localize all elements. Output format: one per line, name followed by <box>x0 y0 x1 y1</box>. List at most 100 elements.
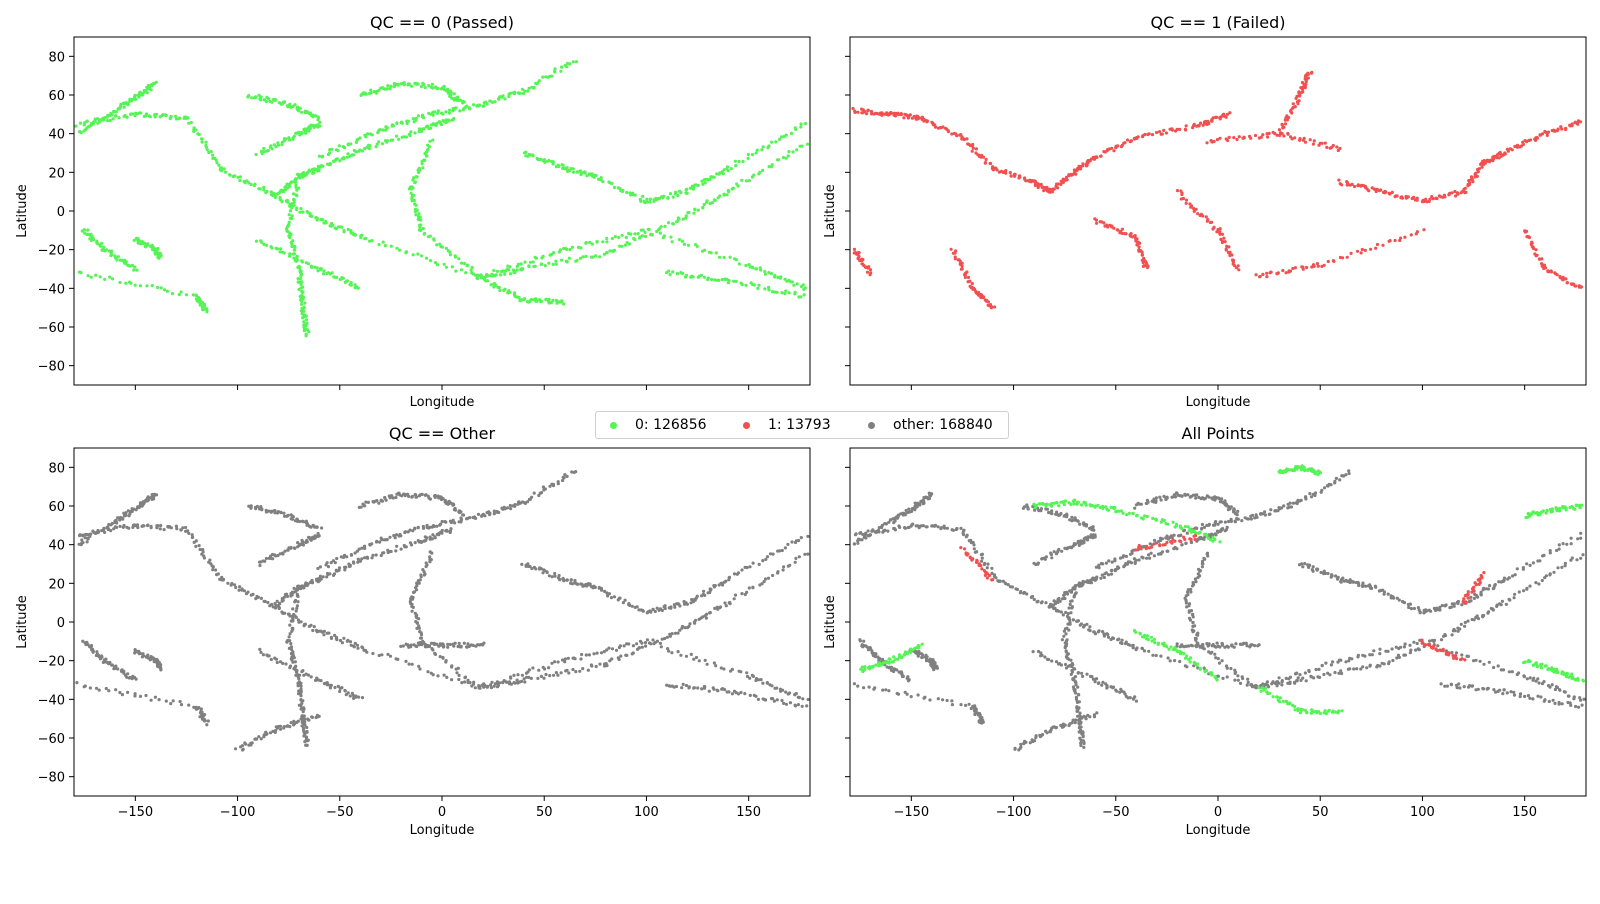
data-point-0 <box>757 284 760 287</box>
data-point-other <box>1125 555 1128 558</box>
data-point-0 <box>180 290 183 293</box>
data-point-other <box>1111 561 1114 564</box>
data-point-0 <box>727 279 730 282</box>
data-point-other <box>623 644 626 647</box>
data-point-0 <box>377 243 380 246</box>
data-point-other <box>1511 670 1514 673</box>
data-point-other <box>115 519 118 522</box>
data-point-1 <box>869 273 872 276</box>
data-point-0 <box>454 270 457 273</box>
data-point-other <box>644 641 647 644</box>
data-point-0 <box>274 195 277 198</box>
data-point-0 <box>755 151 758 154</box>
data-point-other <box>333 572 336 575</box>
data-point-1 <box>1389 239 1392 242</box>
data-point-0 <box>730 167 733 170</box>
data-point-other <box>257 735 260 738</box>
data-point-0 <box>414 82 417 85</box>
data-point-0 <box>572 60 575 63</box>
data-point-other <box>1122 554 1125 557</box>
data-point-other <box>538 567 541 570</box>
data-point-other <box>580 653 583 656</box>
data-point-0 <box>737 185 740 188</box>
data-point-0 <box>421 162 424 165</box>
data-point-0 <box>305 334 308 337</box>
data-point-other <box>1564 562 1567 565</box>
data-point-0 <box>443 263 446 266</box>
data-point-other <box>757 698 760 701</box>
data-point-other <box>156 524 159 527</box>
data-point-0 <box>649 200 652 203</box>
data-point-other <box>764 577 767 580</box>
data-point-0 <box>425 155 428 158</box>
data-point-other <box>806 535 809 538</box>
data-point-other <box>431 648 434 651</box>
data-point-0 <box>572 167 575 170</box>
data-point-other <box>980 560 983 563</box>
data-point-other <box>1450 651 1453 654</box>
data-point-0 <box>375 92 378 95</box>
data-point-0 <box>185 293 188 296</box>
data-point-1 <box>1081 162 1084 165</box>
data-point-0 <box>283 251 286 254</box>
data-point-other <box>1409 651 1412 654</box>
data-point-other <box>728 601 731 604</box>
data-point-0 <box>340 226 343 229</box>
data-point-other <box>937 525 940 528</box>
data-point-0 <box>108 276 111 279</box>
data-point-other <box>350 554 353 557</box>
data-point-other <box>1378 664 1381 667</box>
data-point-other <box>270 511 273 514</box>
data-point-1 <box>1137 135 1140 138</box>
data-point-1 <box>1277 271 1280 274</box>
data-point-other <box>89 533 92 536</box>
data-point-other <box>509 507 512 510</box>
data-point-other <box>126 672 129 675</box>
data-point-other <box>1532 677 1535 680</box>
data-point-0 <box>697 276 700 279</box>
data-point-1 <box>1323 264 1326 267</box>
data-point-other <box>1129 644 1132 647</box>
data-point-other <box>1229 667 1232 670</box>
data-point-other <box>789 701 792 704</box>
data-point-other <box>1194 580 1197 583</box>
data-point-1 <box>985 158 988 161</box>
data-point-0 <box>452 117 455 120</box>
data-point-0 <box>350 281 353 284</box>
data-point-0 <box>703 276 706 279</box>
x-axis-label: Longitude <box>1186 395 1251 410</box>
data-point-0 <box>211 154 214 157</box>
data-point-other <box>80 538 83 541</box>
data-point-0 <box>542 255 545 258</box>
data-point-1 <box>971 282 974 285</box>
data-point-other <box>496 681 499 684</box>
data-point-0 <box>153 248 156 251</box>
data-point-0 <box>517 263 520 266</box>
data-point-other <box>1529 676 1532 679</box>
data-point-other <box>1016 588 1019 591</box>
data-point-0 <box>667 196 670 199</box>
data-point-other <box>760 678 763 681</box>
data-point-other <box>1079 624 1082 627</box>
data-point-0 <box>102 117 105 120</box>
data-point-0 <box>596 240 599 243</box>
data-point-1 <box>1155 131 1158 134</box>
data-point-other <box>566 475 569 478</box>
data-point-0 <box>753 283 756 286</box>
data-point-1 <box>1053 187 1056 190</box>
data-point-0 <box>725 193 728 196</box>
data-point-other <box>1526 677 1529 680</box>
data-point-1 <box>1340 183 1343 186</box>
data-point-0 <box>342 229 345 232</box>
data-point-0 <box>466 264 469 267</box>
data-point-other <box>743 692 746 695</box>
data-point-0 <box>685 274 688 277</box>
data-point-other <box>450 678 453 681</box>
data-point-other <box>327 565 330 568</box>
data-point-1 <box>880 111 883 114</box>
data-point-0 <box>421 166 424 169</box>
data-point-other <box>409 529 412 532</box>
data-point-other <box>553 575 556 578</box>
data-point-1 <box>1024 179 1027 182</box>
data-point-1 <box>947 129 950 132</box>
